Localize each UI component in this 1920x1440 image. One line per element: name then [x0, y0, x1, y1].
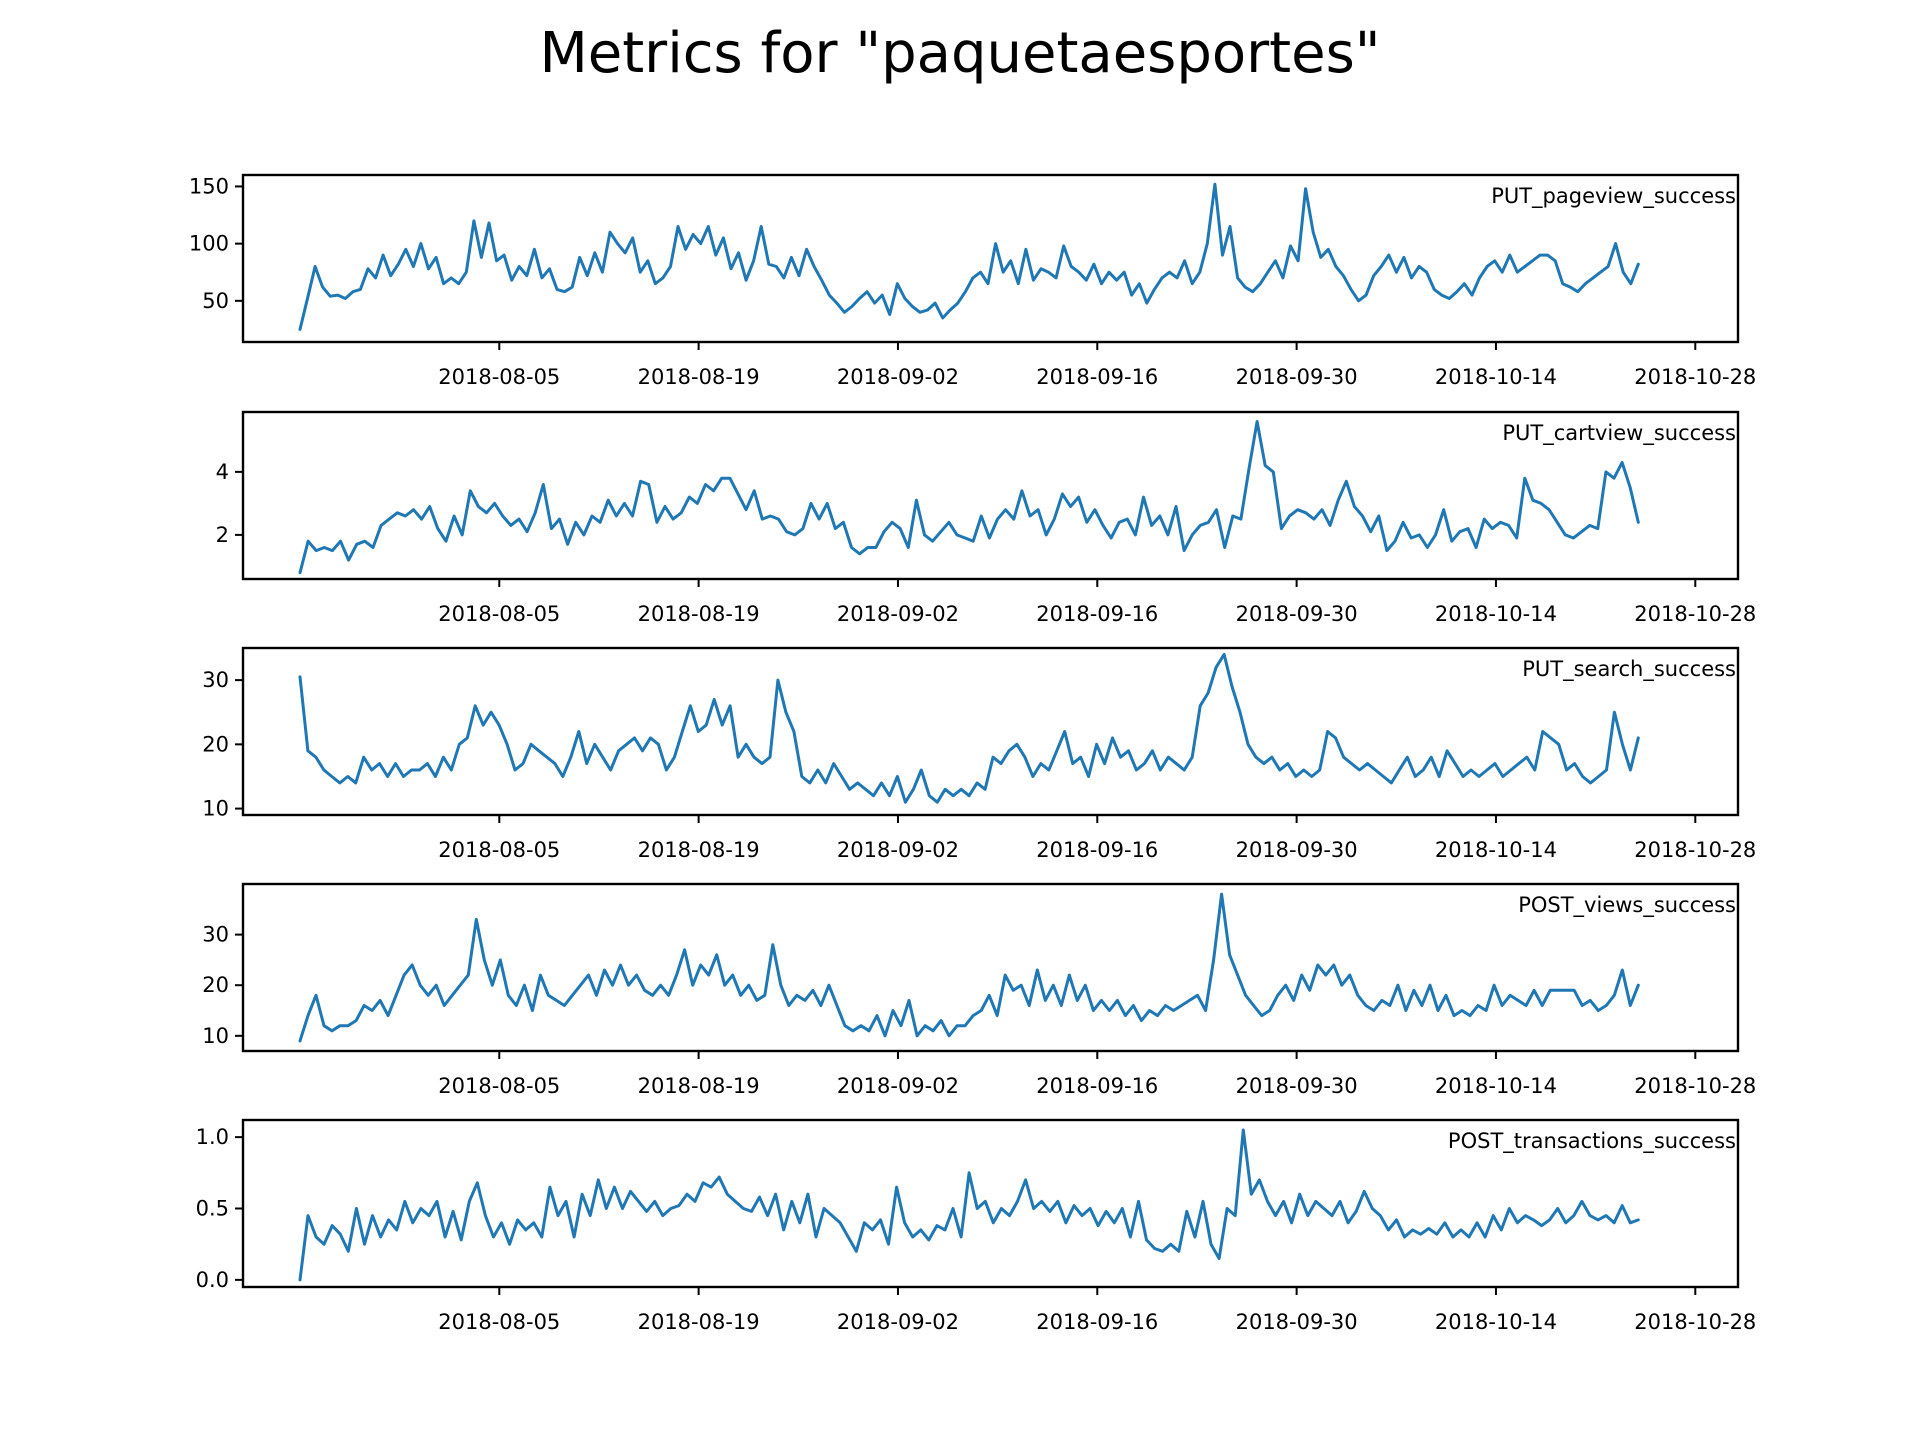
y-tick-label: 10: [202, 797, 229, 821]
y-tick-label: 10: [202, 1024, 229, 1048]
series-line-put-search-success: [298, 652, 1640, 804]
x-tick-label: 2018-10-14: [1435, 1074, 1557, 1098]
x-tick-label: 2018-08-19: [638, 838, 760, 862]
panel-title: PUT_cartview_success: [1502, 421, 1736, 446]
panel-put-cartview-success: PUT_cartview_success 2 4 2018-08-05 2018-08-…: [216, 410, 1756, 626]
panel-title: PUT_pageview_success: [1491, 184, 1736, 209]
y-tick-label: 2: [216, 523, 229, 547]
panel-title: PUT_search_success: [1522, 657, 1736, 682]
x-tick-label: 2018-09-02: [837, 365, 959, 389]
x-tick-label: 2018-08-05: [438, 1310, 560, 1334]
x-tick-label: 2018-08-05: [438, 365, 560, 389]
panel-title: POST_views_success: [1518, 893, 1736, 918]
x-tick-label: 2018-10-28: [1634, 838, 1756, 862]
y-tick-label: 20: [202, 732, 229, 756]
x-tick-label: 2018-09-16: [1036, 365, 1158, 389]
x-tick-label: 2018-09-30: [1236, 602, 1358, 626]
axes-frame: [241, 646, 1740, 817]
series-line-put-pageview-success: [298, 182, 1640, 331]
axes-frame: [241, 882, 1740, 1053]
y-tick-label: 50: [202, 289, 229, 313]
series-line-put-cartview-success: [298, 420, 1640, 575]
axes-frame: [241, 410, 1740, 581]
x-tick-label: 2018-10-14: [1435, 365, 1557, 389]
x-tick-label: 2018-08-19: [638, 602, 760, 626]
x-tick-label: 2018-09-16: [1036, 1074, 1158, 1098]
y-tick-label: 20: [202, 973, 229, 997]
axes-frame: [241, 1118, 1740, 1289]
x-tick-label: 2018-09-30: [1236, 1074, 1358, 1098]
y-tick-label: 0.5: [196, 1196, 229, 1220]
y-tick-label: 0.0: [196, 1268, 229, 1292]
x-tick-label: 2018-10-14: [1435, 602, 1557, 626]
x-tick-label: 2018-09-02: [837, 1310, 959, 1334]
x-tick-label: 2018-09-30: [1236, 838, 1358, 862]
x-tick-label: 2018-08-05: [438, 1074, 560, 1098]
x-tick-label: 2018-09-30: [1236, 365, 1358, 389]
x-tick-label: 2018-10-28: [1634, 602, 1756, 626]
figure-title: Metrics for "paquetaesportes": [539, 21, 1380, 86]
x-tick-label: 2018-09-02: [837, 838, 959, 862]
x-tick-label: 2018-09-16: [1036, 602, 1158, 626]
x-tick-label: 2018-09-16: [1036, 838, 1158, 862]
panel-put-search-success: PUT_search_success 10 20 30 2018-08-05 2018-0…: [202, 646, 1756, 862]
panel-put-pageview-success: PUT_pageview_success 50 100 150 2018-08-05 20…: [189, 173, 1756, 389]
x-tick-label: 2018-09-02: [837, 1074, 959, 1098]
y-tick-label: 1.0: [196, 1125, 229, 1149]
x-tick-label: 2018-10-28: [1634, 1310, 1756, 1334]
panel-post-transactions-success: POST_transactions_success 0.0 0.5 1.0 2018-0…: [196, 1118, 1756, 1334]
x-tick-label: 2018-09-30: [1236, 1310, 1358, 1334]
y-tick-label: 4: [216, 460, 229, 484]
x-tick-label: 2018-10-28: [1634, 365, 1756, 389]
x-tick-label: 2018-09-02: [837, 602, 959, 626]
x-tick-label: 2018-10-28: [1634, 1074, 1756, 1098]
y-tick-label: 150: [189, 174, 229, 198]
x-tick-label: 2018-08-05: [438, 602, 560, 626]
panel-post-views-success: POST_views_success 10 20 30 2018-08-05 2018-0…: [202, 882, 1756, 1098]
x-tick-label: 2018-10-14: [1435, 1310, 1557, 1334]
y-tick-label: 30: [202, 923, 229, 947]
y-tick-label: 30: [202, 668, 229, 692]
x-tick-label: 2018-10-14: [1435, 838, 1557, 862]
panel-title: POST_transactions_success: [1448, 1129, 1736, 1154]
x-tick-label: 2018-08-19: [638, 365, 760, 389]
x-tick-label: 2018-08-19: [638, 1074, 760, 1098]
series-line-post-views-success: [298, 892, 1640, 1043]
x-tick-label: 2018-08-19: [638, 1310, 760, 1334]
x-tick-label: 2018-08-05: [438, 838, 560, 862]
series-line-post-transactions-success: [298, 1128, 1640, 1282]
y-tick-label: 100: [189, 232, 229, 256]
x-tick-label: 2018-09-16: [1036, 1310, 1158, 1334]
axes-frame: [241, 173, 1740, 344]
